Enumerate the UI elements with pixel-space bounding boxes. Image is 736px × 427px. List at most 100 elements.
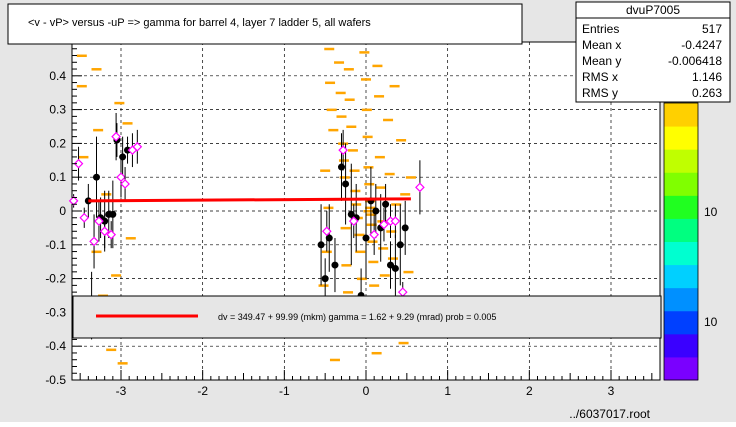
heatmap-cell [328, 128, 339, 132]
y-tick-label: -0.1 [45, 238, 66, 252]
heatmap-cell [384, 172, 395, 176]
heatmap-cell [374, 155, 385, 159]
black-point [401, 224, 409, 232]
heatmap-cell [117, 362, 128, 365]
heatmap-cell [398, 341, 409, 345]
heatmap-cell [365, 206, 376, 210]
heatmap-cell [334, 61, 345, 64]
heatmap-cell [341, 264, 352, 267]
magenta-point [120, 179, 130, 189]
magenta-point [111, 131, 121, 142]
stats-value-rmsy: 0.263 [692, 86, 722, 100]
black-point [347, 210, 355, 218]
heatmap-cell [368, 260, 379, 264]
black-point [382, 200, 390, 208]
heatmap-cell [111, 274, 122, 277]
colorbar-frame [663, 102, 699, 381]
heatmap-cell [378, 247, 389, 250]
y-tick-label: 0 [59, 204, 66, 218]
black-point [93, 173, 100, 181]
magenta-point [132, 141, 143, 152]
y-tick-label: 0.1 [49, 170, 66, 184]
y-tick-label: -0.2 [45, 272, 66, 286]
heatmap-cell [76, 84, 87, 88]
magenta-point [79, 212, 90, 223]
heatmap-cell [320, 169, 331, 172]
colorbar-segment [664, 126, 698, 150]
heatmap-cell [366, 223, 377, 227]
heatmap-cell [325, 81, 336, 85]
magenta-point [379, 219, 389, 230]
colorbar-segment [664, 195, 698, 219]
black-point [124, 146, 132, 154]
footer-filename: ../6037017.root [569, 407, 650, 421]
black-point [342, 180, 350, 188]
heatmap-cell [321, 250, 332, 254]
stats-value-meanx: -0.4247 [681, 38, 722, 52]
heatmap-cell [339, 176, 350, 179]
colorbar-segment [664, 218, 698, 242]
x-tick-label: 0 [363, 384, 370, 398]
x-tick-label: -3 [116, 384, 127, 398]
heatmap-cell [356, 277, 367, 281]
heatmap-cell [372, 64, 383, 68]
heatmap-cell [400, 193, 411, 196]
heatmap-cell [91, 250, 102, 254]
fit-result-text: dv = 349.47 + 99.99 (mkm) gamma = 1.62 +… [218, 312, 496, 322]
heatmap-cell [383, 118, 394, 122]
magenta-point [348, 216, 359, 226]
heatmap-cell [335, 91, 346, 95]
heatmap-cell [324, 47, 335, 51]
heatmap-cell [326, 108, 337, 112]
black-point [362, 234, 370, 242]
x-tick-label: 3 [608, 384, 615, 398]
magenta-point [321, 226, 332, 237]
black-point [331, 261, 339, 269]
magenta-point [106, 229, 117, 240]
title-box [7, 3, 523, 45]
heatmap-cell [396, 139, 407, 142]
heatmap-cell [122, 122, 133, 125]
colorbar-label-2: 10 [704, 315, 718, 329]
heatmap-cell [369, 284, 380, 287]
heatmap-cell [318, 284, 329, 287]
x-tick-label: 2 [526, 384, 533, 398]
stats-value-rmsx: 1.146 [692, 70, 722, 84]
heatmap-cell [363, 166, 374, 169]
colorbar-segment [664, 241, 698, 266]
heatmap-cell [367, 240, 378, 243]
x-tick-label: 1 [444, 384, 451, 398]
magenta-point [73, 158, 84, 169]
heatmap-cell [78, 155, 89, 159]
heatmap-cell [343, 291, 354, 294]
heatmap-cell [91, 68, 102, 71]
black-point [109, 210, 117, 218]
heatmap-cell [405, 176, 416, 179]
heatmap-cell [340, 226, 351, 230]
colorbar-segment [664, 172, 698, 196]
data-points [68, 112, 425, 340]
heatmap-cell [106, 348, 117, 352]
heatmap-cell [374, 95, 385, 98]
black-point [396, 241, 404, 249]
heatmap-cell [349, 169, 360, 172]
stats-box [575, 1, 731, 103]
colorbar [663, 102, 699, 381]
y-tick-label: -0.4 [45, 339, 66, 353]
magenta-point [338, 145, 348, 156]
colorbar-segment [664, 310, 698, 335]
stats-label-meanx: Mean x [582, 38, 621, 52]
heatmap-cell [379, 274, 390, 277]
heatmap-cell [336, 115, 347, 118]
y-tick-label: 0.3 [49, 103, 66, 117]
heatmap-cell [355, 250, 366, 254]
heatmap-cell [114, 101, 125, 105]
heatmap-cell [125, 237, 136, 240]
heatmap-cell [386, 230, 397, 233]
heatmap-cell [338, 159, 349, 162]
heatmap-cell [323, 206, 334, 210]
y-tick-label: -0.5 [45, 373, 66, 387]
heatmap-cell [403, 270, 414, 274]
heatmap-cell [346, 125, 357, 128]
